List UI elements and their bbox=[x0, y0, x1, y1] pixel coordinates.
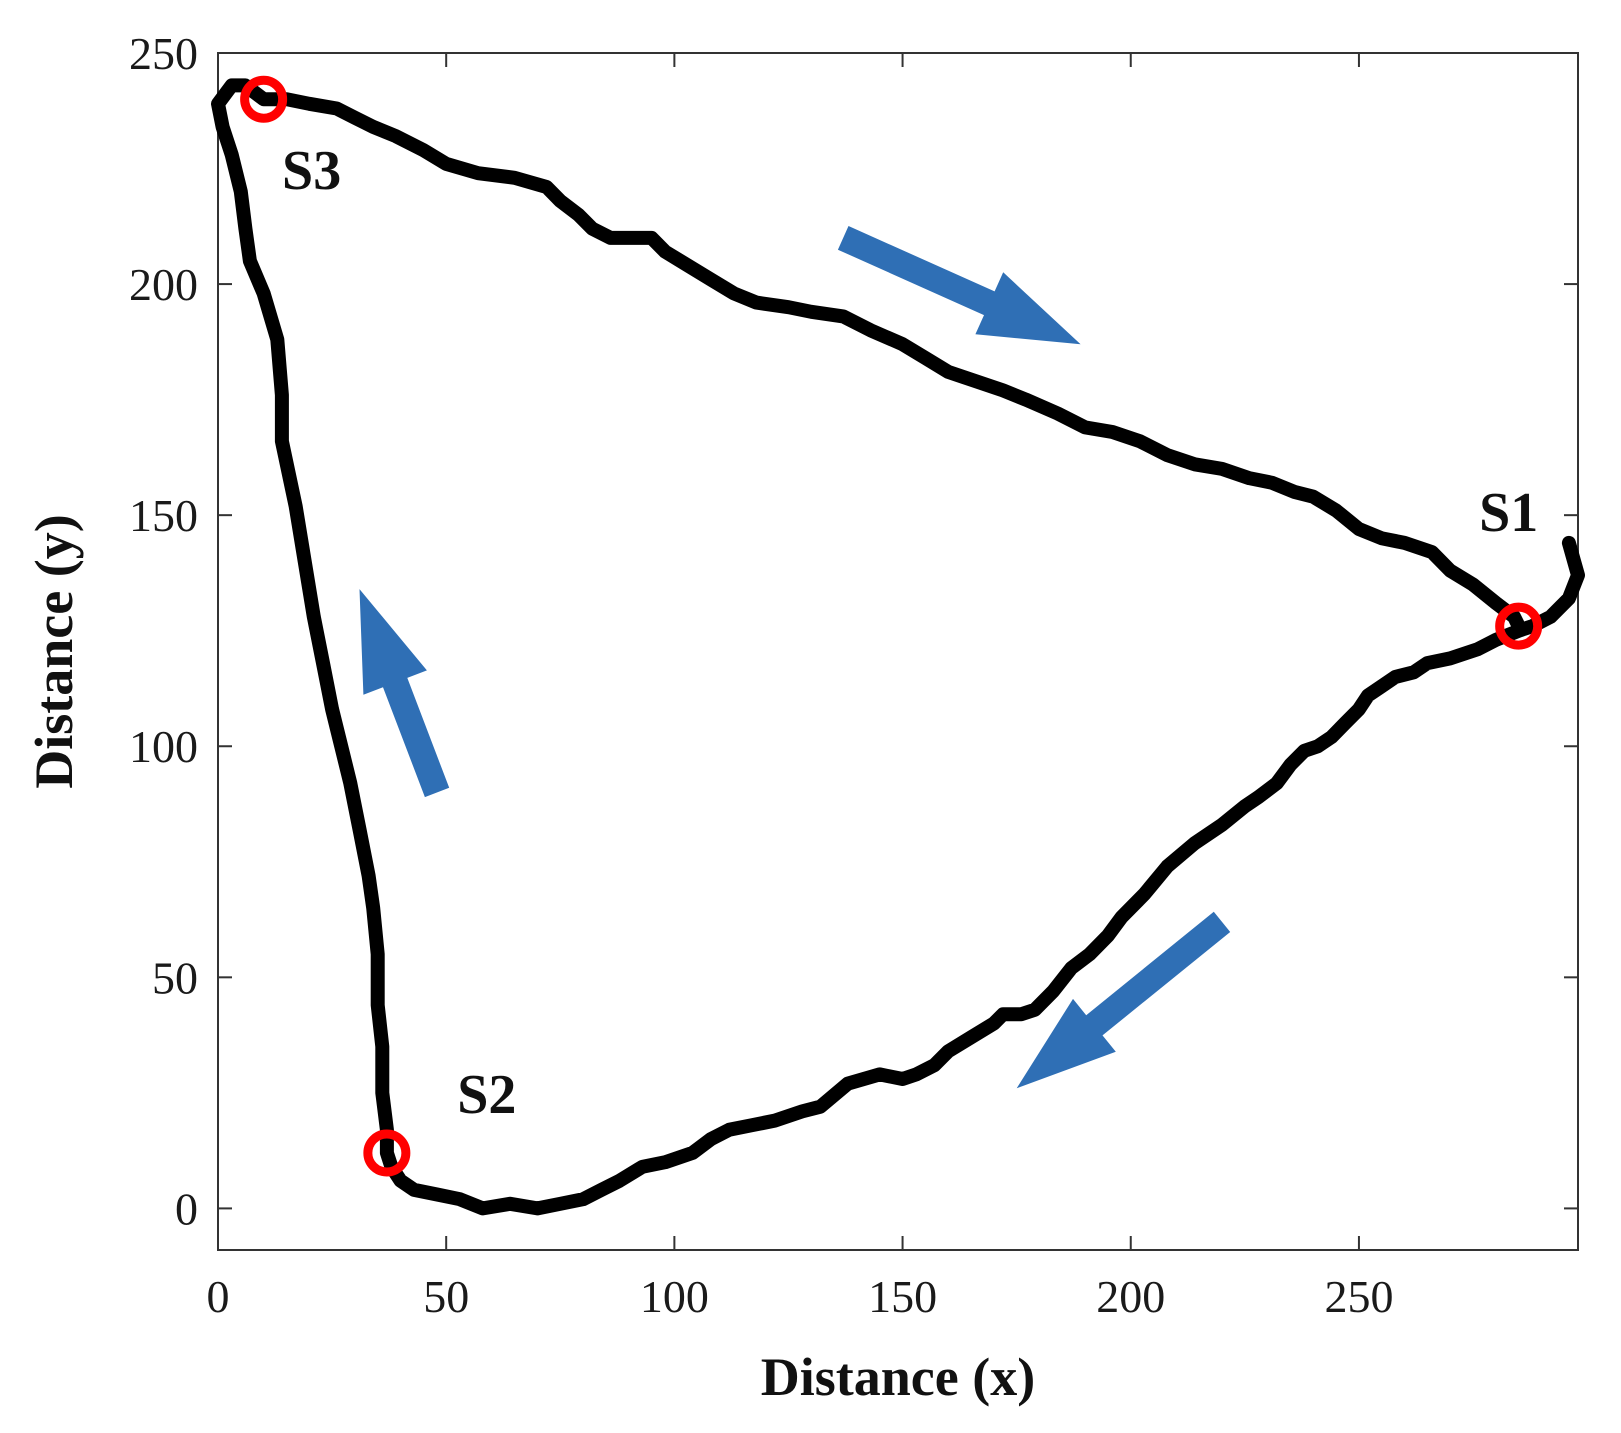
x-tick-label: 0 bbox=[207, 1271, 230, 1322]
y-tick-label: 200 bbox=[129, 259, 198, 310]
y-tick-label: 150 bbox=[129, 490, 198, 541]
plot-area bbox=[217, 52, 1579, 1251]
station-label-s2: S2 bbox=[457, 1064, 516, 1126]
x-tick-label: 250 bbox=[1324, 1271, 1393, 1322]
x-tick-label: 100 bbox=[640, 1271, 709, 1322]
trajectory-line bbox=[211, 78, 1585, 1216]
y-tick-label: 250 bbox=[129, 28, 198, 79]
direction-arrows bbox=[359, 226, 1231, 1089]
x-tick-label: 50 bbox=[423, 1271, 469, 1322]
station-marker-s3 bbox=[240, 75, 288, 123]
station-label-s1: S1 bbox=[1479, 482, 1538, 544]
y-tick-label: 100 bbox=[129, 721, 198, 772]
x-tick-label: 200 bbox=[1096, 1271, 1165, 1322]
direction-arrow-2 bbox=[1016, 911, 1231, 1089]
station-marker-s2 bbox=[363, 1129, 411, 1177]
station-label-s3: S3 bbox=[282, 140, 341, 202]
station-markers: S1 S2 S3 bbox=[240, 75, 1543, 1177]
direction-arrow-3 bbox=[359, 589, 450, 798]
y-axis-label: Distance (y) bbox=[24, 514, 84, 788]
ticks-layer: 0 50 100 150 200 250 0 50 100 150 200 250 bbox=[129, 28, 1578, 1322]
x-axis-label: Distance (x) bbox=[761, 1347, 1035, 1407]
y-tick-label: 50 bbox=[152, 952, 198, 1003]
station-marker-s1 bbox=[1495, 602, 1543, 650]
y-tick-label: 0 bbox=[175, 1183, 198, 1234]
x-tick-label: 150 bbox=[868, 1271, 937, 1322]
direction-arrow-1 bbox=[837, 226, 1081, 345]
